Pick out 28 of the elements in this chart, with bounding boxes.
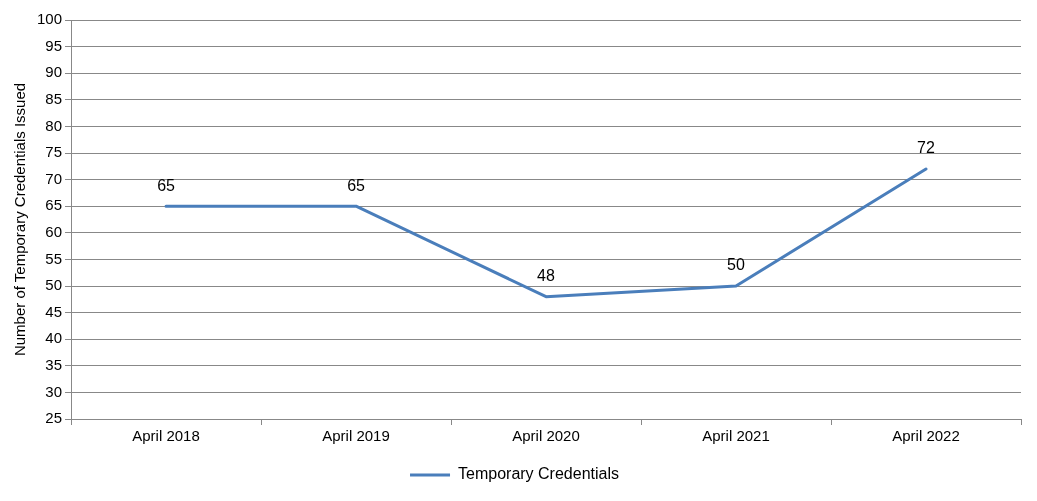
y-tick-label: 55 xyxy=(45,249,63,267)
x-tick-label: April 2018 xyxy=(132,427,200,445)
y-tick-label: 100 xyxy=(37,10,63,28)
y-tick-label: 35 xyxy=(45,355,63,373)
data-label: 50 xyxy=(727,256,746,274)
y-tick-label: 30 xyxy=(45,382,63,400)
data-label: 65 xyxy=(157,176,176,194)
y-tick-label: 25 xyxy=(45,409,63,427)
y-tick-label: 60 xyxy=(45,222,63,240)
y-tick-label: 80 xyxy=(45,116,63,134)
y-tick-label: 75 xyxy=(45,143,63,161)
y-axis-title: Number of Temporary Credentials Issued xyxy=(11,82,29,357)
legend-label: Temporary Credentials xyxy=(458,465,619,483)
x-tick-label: April 2019 xyxy=(322,427,390,445)
y-tick-label: 70 xyxy=(45,169,63,187)
y-tick-label: 95 xyxy=(45,36,63,54)
data-label: 72 xyxy=(917,139,935,157)
y-tick-label: 45 xyxy=(45,302,63,320)
y-tick-label: 90 xyxy=(45,63,63,81)
data-label: 65 xyxy=(347,176,366,194)
x-tick-label: April 2020 xyxy=(512,427,580,445)
y-tick-label: 50 xyxy=(45,276,63,294)
y-tick-label: 85 xyxy=(45,89,63,107)
x-tick-label: April 2021 xyxy=(702,427,770,445)
data-label: 48 xyxy=(537,267,556,285)
y-tick-label: 40 xyxy=(45,329,63,347)
x-tick-label: April 2022 xyxy=(892,427,960,445)
y-tick-label: 65 xyxy=(45,196,63,214)
